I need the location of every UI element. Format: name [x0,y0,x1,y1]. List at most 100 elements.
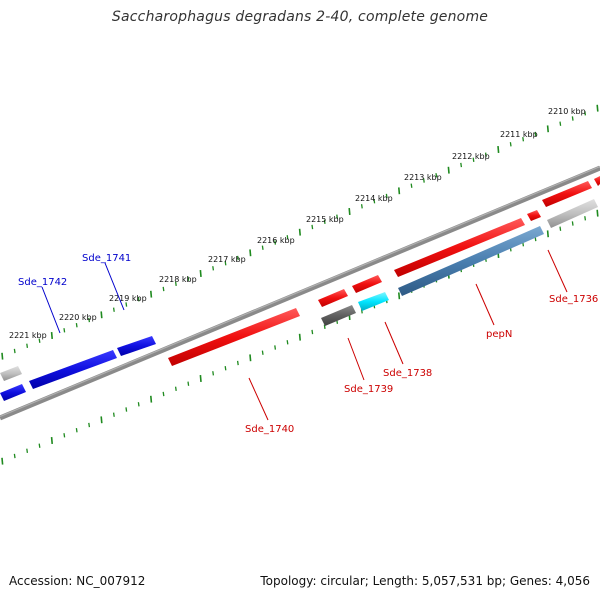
genome-backbone [0,165,600,421]
tick-mark [1,352,4,360]
gene-forward-right [542,181,592,207]
tick-mark [559,121,562,126]
tick-mark [112,307,115,312]
tick-mark [75,323,78,328]
kbp-label-2212: 2212 kbp [452,152,490,161]
tick-mark [88,422,91,428]
tick-mark [534,131,537,137]
tick-mark [336,214,339,219]
tick-mark [38,443,41,448]
tick-mark [422,178,425,183]
kbp-label-2215: 2215 kbp [306,215,344,224]
tick-mark [298,228,301,236]
tick-mark [286,235,289,240]
tick-mark [261,350,264,355]
kbp-label-2211: 2211 kbp [500,130,538,139]
tick-mark [199,270,202,277]
leader-sde-1739 [347,337,365,381]
label-sde-1740: Sde_1740 [245,424,294,435]
tick-mark [360,204,363,209]
outer-tick-track [1,104,599,360]
tick-mark [249,249,252,257]
tick-mark [472,157,475,162]
tick-mark [125,407,128,412]
tick-mark [274,240,277,245]
tick-mark [584,111,587,116]
gene-forward-small-b [352,275,382,293]
forward-strand-genes [168,176,600,366]
tick-mark [274,345,277,350]
gene-sde-1738 [358,292,389,311]
tick-mark [398,187,401,195]
tick-mark [286,340,289,345]
reverse-strand-genes [0,199,598,401]
tick-mark [373,199,376,204]
tick-mark [150,395,153,403]
tick-mark [88,317,91,323]
label-sde-1738: Sde_1738 [383,368,432,379]
gene-forward-long [394,218,525,277]
kbp-label-2218: 2218 kbp [159,275,197,284]
gene-labels: Sde_1742 Sde_1741 Sde_1740 Sde_1739 Sde_… [18,253,598,435]
tick-mark [26,448,29,453]
label-sde-1739: Sde_1739 [344,384,393,395]
accession-text: Accession: NC_007912 [9,574,146,588]
tick-mark [63,433,66,438]
tick-mark [261,245,264,250]
map-title: Saccharophagus degradans 2-40, complete … [111,9,489,25]
leader-pepN [475,283,495,326]
tick-mark [596,209,599,217]
tick-mark [311,329,314,335]
tick-mark [522,137,525,142]
tick-mark [125,302,128,307]
gene-sde-1740 [168,308,300,366]
gene-forward-edge [594,176,600,186]
kbp-label-2210: 2210 kbp [548,107,586,116]
tick-mark [150,290,153,298]
tick-mark [26,343,29,348]
kbp-label-2213: 2213 kbp [404,173,442,182]
tick-mark [497,146,500,153]
tick-mark [174,281,177,286]
tick-mark [460,162,463,168]
tick-mark [435,173,438,178]
tick-mark [385,193,388,199]
kbp-labels: 2210 kbp 2211 kbp 2212 kbp 2213 kbp 2214… [9,107,586,340]
tick-mark [311,224,314,230]
kbp-label-2216: 2216 kbp [257,236,295,245]
label-sde-1742: Sde_1742 [18,277,67,288]
tick-mark [75,428,78,433]
label-sde-1741: Sde_1741 [82,253,131,264]
tick-mark [63,328,66,333]
kbp-label-2219: 2219 kbp [109,294,147,303]
tick-mark [174,386,177,391]
gene-reverse-left-gray [0,366,22,381]
tick-mark [13,348,16,354]
tick-mark [224,261,227,266]
tick-mark [509,142,512,147]
tick-mark [571,116,574,121]
tick-mark [162,286,165,292]
tick-mark [398,292,401,300]
tick-mark [50,332,53,339]
tick-mark [100,311,103,319]
tick-mark [212,266,215,271]
tick-mark [236,360,239,366]
tick-mark [50,437,53,444]
tick-mark [137,297,140,302]
gene-pepN [398,226,544,296]
gene-forward-small-c [527,210,541,221]
tick-mark [348,208,351,215]
tick-mark [236,255,239,261]
label-sde-1736: Sde_1736 [549,294,598,305]
leader-sde-1740 [248,377,269,421]
kbp-label-2221: 2221 kbp [9,331,47,340]
kbp-label-2217: 2217 kbp [208,255,246,264]
tick-mark [559,226,562,231]
leader-sde-1738 [384,321,404,365]
tick-mark [112,412,115,417]
gene-reverse-left-blue [0,384,26,401]
gene-sde-1741 [117,336,156,356]
leader-sde-1736 [547,249,568,293]
tick-mark [100,416,103,424]
